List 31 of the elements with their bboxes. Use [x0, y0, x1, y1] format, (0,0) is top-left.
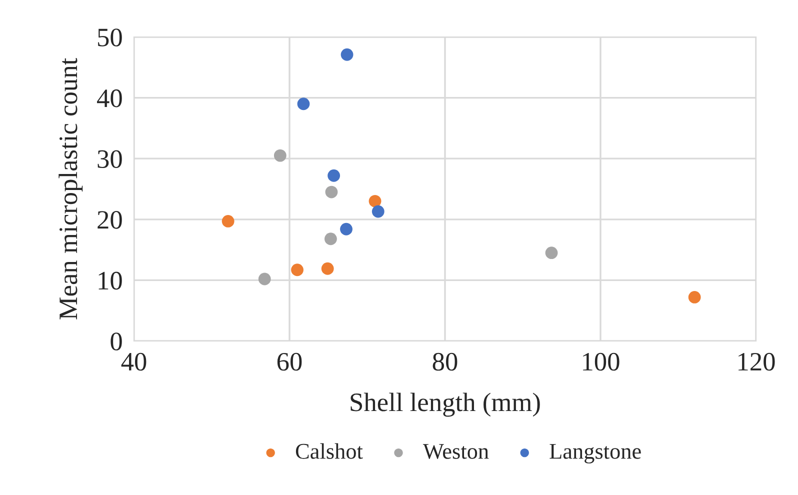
point	[324, 232, 337, 246]
y-tick-label: 20	[98, 211, 122, 229]
point	[328, 169, 340, 182]
x-axis-title: Shell length (mm)	[350, 392, 540, 417]
point	[222, 215, 234, 228]
point	[274, 149, 286, 162]
point	[545, 246, 558, 260]
point	[258, 272, 271, 286]
legend-label: Weston	[422, 444, 489, 459]
point	[321, 262, 334, 275]
y-axis-title: Mean microplastic count	[58, 58, 83, 320]
legend-label: Langstone	[550, 444, 641, 464]
y-tick-label: 10	[98, 272, 122, 290]
point	[372, 205, 384, 218]
y-tick-label: 30	[98, 150, 122, 168]
point	[340, 222, 352, 236]
legend-label: Calshot	[296, 443, 363, 459]
point	[291, 264, 304, 276]
y-tick-label: 0	[110, 332, 122, 350]
x-tick-label: 120	[738, 352, 775, 371]
x-tick-label: 80	[432, 352, 458, 371]
point	[340, 48, 354, 61]
point	[325, 186, 338, 198]
point	[688, 291, 701, 304]
x-tick-label: 60	[277, 352, 302, 371]
y-tick-label: 40	[97, 89, 122, 108]
y-tick-label: 50	[98, 28, 122, 46]
x-tick-label: 100	[583, 352, 620, 371]
point	[297, 98, 310, 110]
point	[368, 194, 382, 208]
x-tick-label: 40	[121, 352, 146, 371]
